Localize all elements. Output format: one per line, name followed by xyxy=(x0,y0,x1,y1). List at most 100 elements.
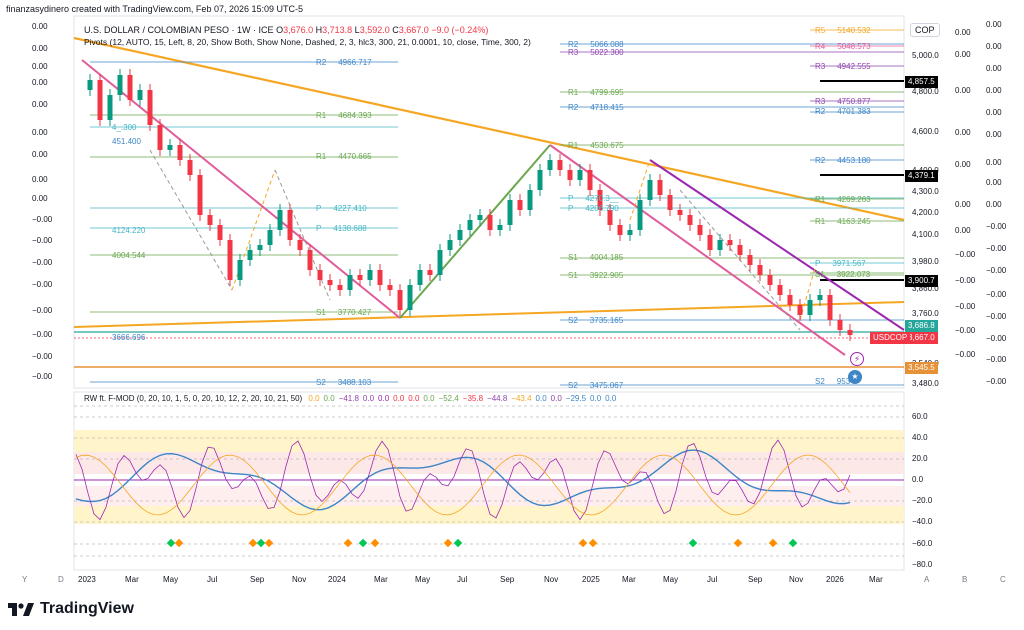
pivot-label-name: R1 xyxy=(815,217,826,226)
pivot-label: 3666.696 xyxy=(100,333,145,342)
time-axis-label: Mar xyxy=(374,575,388,584)
pivot-label-value: 4684.393 xyxy=(338,111,372,120)
oscillator-value: 0.0 xyxy=(378,394,390,403)
candle-body xyxy=(667,195,673,210)
pivot-label-name: R3 xyxy=(568,48,579,57)
oscillator-value: 0.0 xyxy=(605,394,617,403)
currency-button[interactable]: COP xyxy=(910,23,940,37)
mid-right-scale-label: 0.00 xyxy=(955,86,971,95)
signal-diamond xyxy=(174,538,184,548)
flag-event-icon[interactable]: ★ xyxy=(848,370,862,384)
pivot-label-name: R1 xyxy=(568,141,579,150)
time-axis-label: May xyxy=(663,575,679,584)
price-tag: 4,379.1 xyxy=(905,170,938,182)
signal-diamond xyxy=(768,538,778,548)
candle-body xyxy=(817,295,823,300)
candle-body xyxy=(767,275,773,285)
pivot-label-value: 4206.790 xyxy=(585,204,619,213)
pivot-label: S1 4004.185 xyxy=(568,253,623,262)
oscillator-value: 0.0 xyxy=(550,394,562,403)
price-scale-label: 3,860.0 xyxy=(912,284,939,293)
price-scale-label: 3,760.0 xyxy=(912,309,939,318)
pivot-label-value: 4942.555 xyxy=(837,62,871,71)
candle-body xyxy=(227,240,233,280)
oscillator-scale-label: −80.0 xyxy=(912,560,933,569)
osc-upper-band xyxy=(74,430,904,452)
candle-body xyxy=(697,225,703,235)
candle-body xyxy=(107,95,113,120)
pivot-label-value: 4124.220 xyxy=(112,226,146,235)
oscillator-value: −44.8 xyxy=(487,394,508,403)
left-scale-label: −0.00 xyxy=(32,280,53,289)
candle-body xyxy=(437,250,443,275)
pivot-label-value: 4750.877 xyxy=(837,97,871,106)
signal-diamond xyxy=(788,538,798,548)
pivot-label-value: 4718.415 xyxy=(590,103,624,112)
left-scale-label: 0.00 xyxy=(32,78,48,87)
pivots-indicator-label[interactable]: Pivots (12, AUTO, 15, Left, 8, 20, Show … xyxy=(84,37,531,47)
pivot-label-value: 4799.695 xyxy=(590,88,624,97)
signal-diamond xyxy=(248,538,258,548)
candle-body xyxy=(447,240,453,250)
far-right-scale-label: 0.00 xyxy=(986,158,1002,167)
left-scale-label: 0.00 xyxy=(32,44,48,53)
pivot-label-name: P xyxy=(568,194,574,203)
pivot-label-name: R1 xyxy=(316,111,327,120)
candle-body xyxy=(377,270,383,285)
time-axis-label: May xyxy=(163,575,179,584)
pivot-label: R3 5022.300 xyxy=(568,48,624,57)
oscillator-header[interactable]: RW ft. F-MOD (0, 20, 10, 1, 5, 0, 20, 10… xyxy=(84,394,616,403)
pivot-label-value: 4701.383 xyxy=(837,107,871,116)
time-axis-label: Jul xyxy=(457,575,468,584)
far-right-scale-label: −0.00 xyxy=(986,222,1007,231)
open-value: 3,676.0 xyxy=(283,25,314,35)
signal-diamond xyxy=(166,538,176,548)
orange-support-trendline xyxy=(73,301,905,328)
pivot-label-name: S1 xyxy=(815,270,825,279)
signal-diamond xyxy=(688,538,698,548)
mid-right-scale-label: −0.00 xyxy=(955,326,976,335)
oscillator-value: −52.4 xyxy=(438,394,459,403)
pivot-label-value: 3488.103 xyxy=(337,378,372,387)
pivot-label: P 4270.3__ xyxy=(568,194,619,203)
candle-body xyxy=(847,330,853,335)
price-scale-label: 4,800.0 xyxy=(912,87,939,96)
left-scale-label: −0.00 xyxy=(32,215,53,224)
pivot-label-name: S2 xyxy=(316,378,326,387)
pivot-label-value: 5066.088 xyxy=(590,40,624,49)
oscillator-values: 0.0 0.0 −41.8 0.0 0.0 0.0 0.0 0.0 −52.4 −35.8 −44.… xyxy=(304,394,616,403)
oscillator-value: −35.8 xyxy=(462,394,484,403)
candle-body xyxy=(257,245,263,250)
candle-body xyxy=(277,210,283,230)
left-scale-label: 0.00 xyxy=(32,100,48,109)
candle-body xyxy=(717,240,723,250)
oscillator-line xyxy=(75,454,851,516)
oscillator-value: 0.0 xyxy=(423,394,435,403)
pivot-label: S2 3735.165 xyxy=(568,316,623,325)
candle-body xyxy=(797,305,803,315)
lightning-event-icon[interactable]: ⚡ xyxy=(850,352,864,366)
candle-body xyxy=(617,225,623,235)
pivot-label: S2 3475.067 xyxy=(568,381,623,390)
candle-body xyxy=(457,230,463,240)
signal-diamond xyxy=(733,538,743,548)
pivot-label-name: R2 xyxy=(815,156,826,165)
pivot-label: S1 3770.427 xyxy=(316,308,371,317)
pivot-label: 4004.544 xyxy=(100,251,145,260)
left-scale-label: −0.00 xyxy=(32,330,53,339)
far-right-scale-label: 0.00 xyxy=(986,64,1002,73)
pivot-label-value: 3666.696 xyxy=(112,333,146,342)
pivot-label-value: 3922.905 xyxy=(589,271,624,280)
time-axis-label: Nov xyxy=(544,575,559,584)
brand-name: TradingView xyxy=(40,600,134,617)
oscillator-value: 0.0 xyxy=(535,394,547,403)
close-value: 3,667.0 xyxy=(398,25,429,35)
pivot-label-value: 4138.688 xyxy=(333,224,367,233)
green-rising-trendline xyxy=(399,144,551,319)
candle-body xyxy=(527,190,533,210)
time-axis-letter: C xyxy=(1000,575,1006,584)
mid-right-scale-label: 0.00 xyxy=(955,226,971,235)
signal-diamond xyxy=(370,538,380,548)
candle-body xyxy=(407,285,413,310)
